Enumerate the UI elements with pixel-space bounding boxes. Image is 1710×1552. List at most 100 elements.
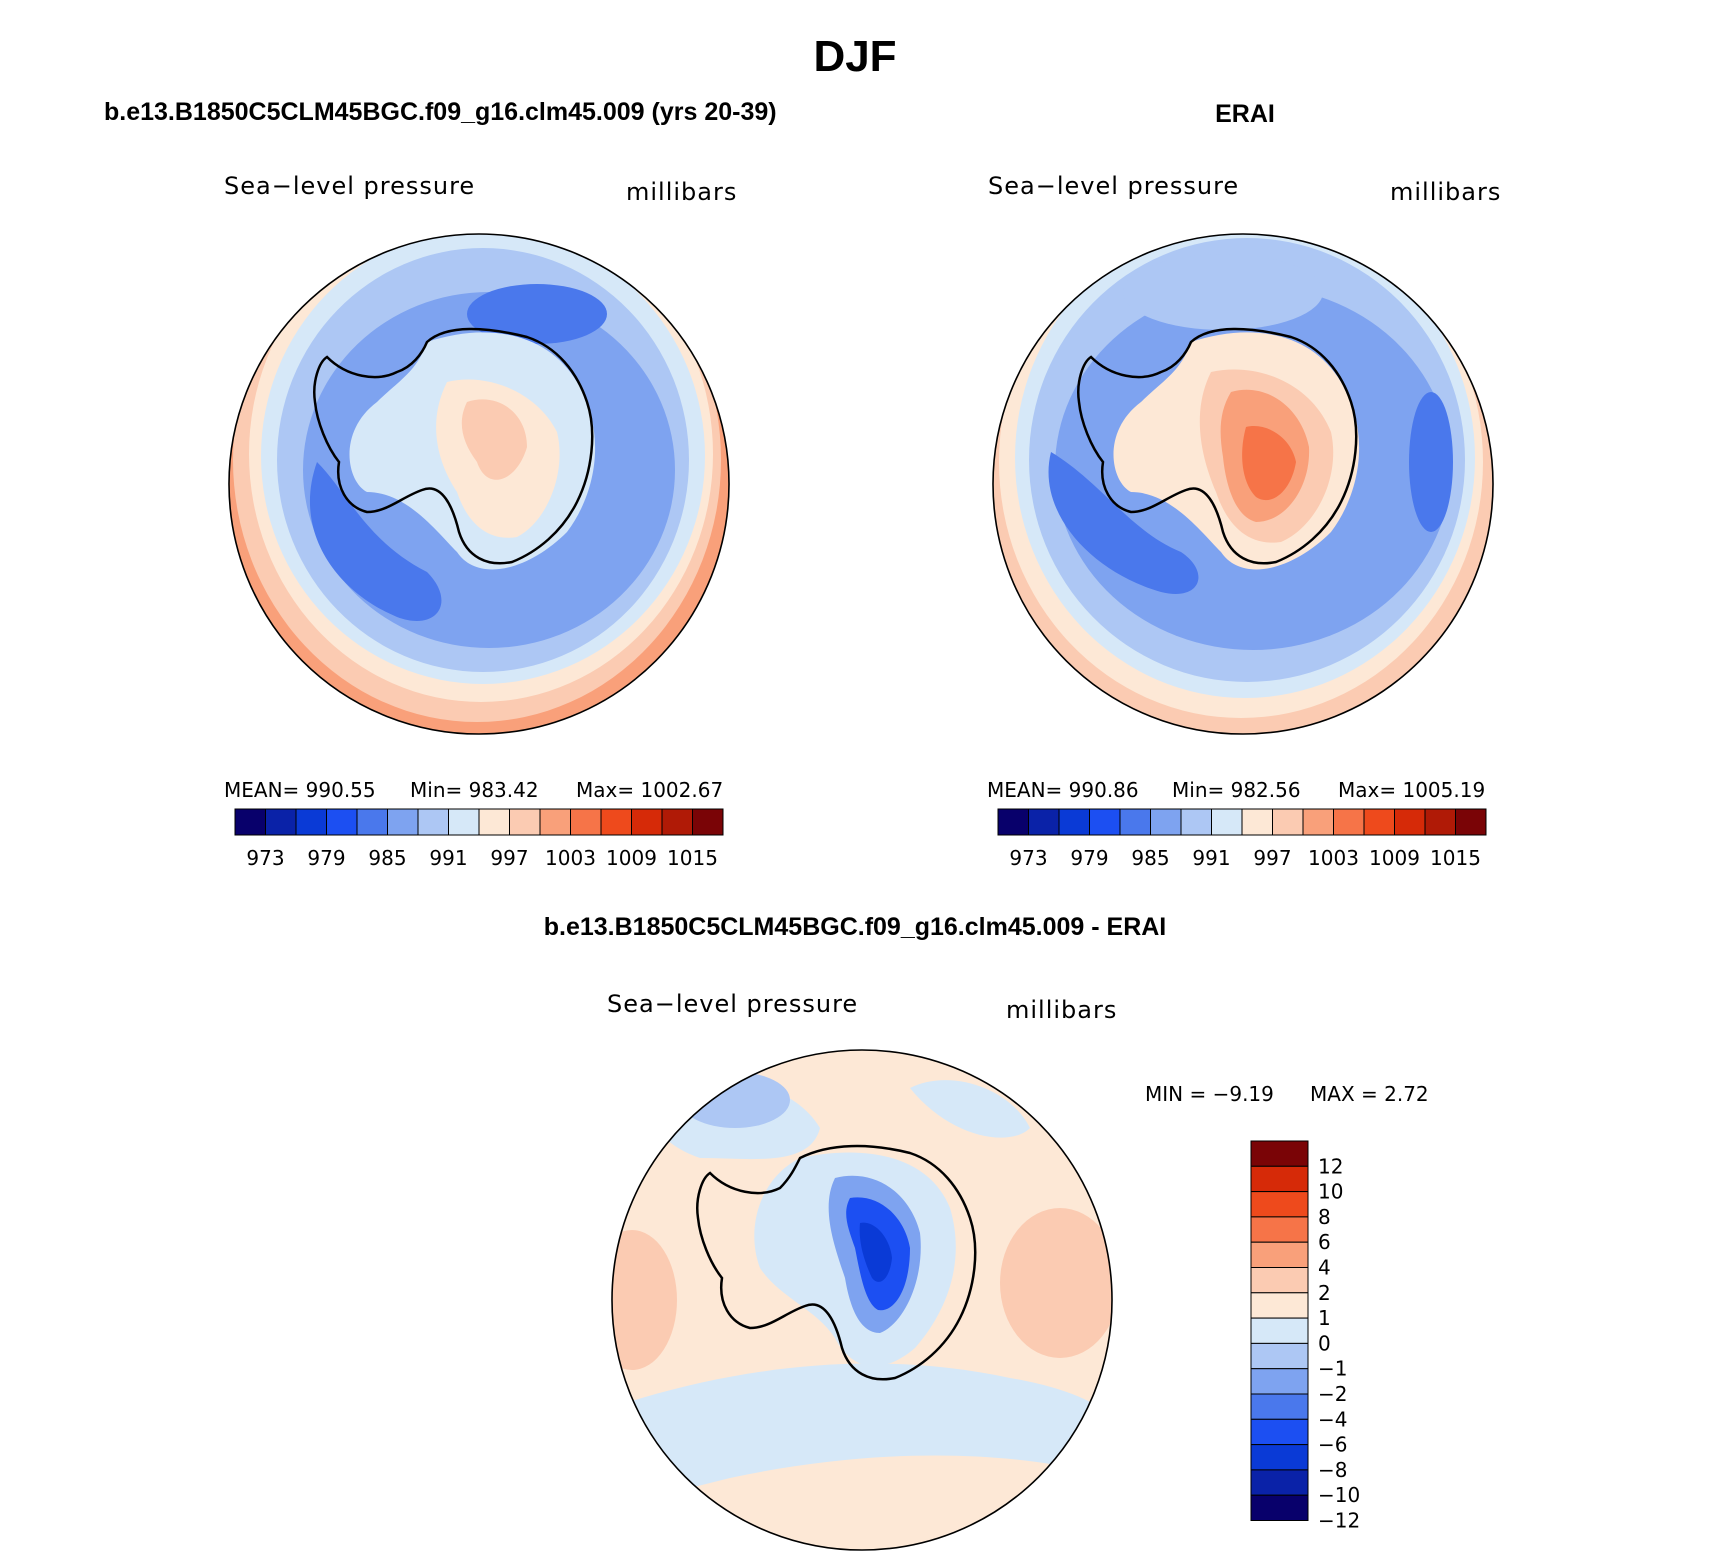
right-map-coastline [1077, 327, 1358, 565]
diff-colorbar-tick-label: −2 [1318, 1382, 1347, 1406]
diff-colorbar-tick-label: −12 [1318, 1509, 1360, 1533]
left-map-plateau-high [461, 399, 527, 480]
right-map-high-1 [1123, 254, 1323, 330]
right-colorbar-swatch [1028, 808, 1060, 836]
left-min-stat: Min= 983.42 [410, 778, 539, 802]
right-colorbar-tick-label: 985 [1131, 846, 1169, 870]
right-colorbar: 973 979 985 991 997 1003 1009 1015 [997, 808, 1487, 870]
right-colorbar-tick-label: 1009 [1369, 846, 1420, 870]
right-min-stat: Min= 982.56 [1172, 778, 1301, 802]
right-colorbar-swatch [1394, 808, 1426, 836]
diff-colorbar-swatch [1250, 1469, 1309, 1496]
diff-colorbar-swatch [1250, 1267, 1309, 1294]
diff-colorbar-tick-label: 2 [1318, 1281, 1331, 1305]
left-colorbar-tick-label: 1003 [545, 846, 596, 870]
diff-colorbar-swatch [1250, 1241, 1309, 1268]
right-map-plateau-peak [1242, 426, 1296, 501]
right-map-border [992, 233, 1494, 735]
diff-max-stat: MAX = 2.72 [1310, 1082, 1429, 1106]
left-colorbar-swatch [295, 808, 327, 836]
left-colorbar: 973 979 985 991 997 1003 1009 1015 [234, 808, 724, 870]
right-colorbar-tick-label: 997 [1253, 846, 1291, 870]
left-colorbar-swatch [509, 808, 541, 836]
diff-polar-map [611, 1049, 1113, 1551]
right-colorbar-tick-label: 1003 [1308, 846, 1359, 870]
left-colorbar-tick-label: 1015 [667, 846, 718, 870]
diff-colorbar-tick-label: 6 [1318, 1230, 1331, 1254]
diff-colorbar-swatch [1250, 1292, 1309, 1319]
diff-colorbar-swatch [1250, 1191, 1309, 1218]
left-colorbar-swatch [539, 808, 571, 836]
left-mean-stat: MEAN= 990.55 [224, 778, 376, 802]
figure-title: DJF [813, 32, 897, 81]
right-mean-stat: MEAN= 990.86 [987, 778, 1139, 802]
left-colorbar-swatch [661, 808, 693, 836]
right-colorbar-swatch [1272, 808, 1304, 836]
right-colorbar-tick-label: 991 [1192, 846, 1230, 870]
diff-min-stat: MIN = −9.19 [1145, 1082, 1274, 1106]
diff-units-label: millibars [1006, 996, 1118, 1024]
left-variable-label: Sea−level pressure [224, 172, 476, 200]
right-colorbar-swatch [997, 808, 1029, 836]
diff-colorbar-swatch [1250, 1494, 1309, 1522]
diff-map-pos-2 [1000, 1208, 1112, 1358]
right-colorbar-tick-label: 973 [1009, 846, 1047, 870]
left-colorbar-tick-label: 979 [307, 846, 345, 870]
left-units-label: millibars [626, 178, 738, 206]
left-colorbar-tick-label: 1009 [606, 846, 657, 870]
diff-colorbar-swatch [1250, 1216, 1309, 1243]
left-map-border [228, 233, 730, 735]
left-map-low-2 [309, 462, 442, 621]
diff-colorbar-swatch [1250, 1393, 1309, 1420]
diff-map-neg-region-2 [910, 1080, 1030, 1138]
right-max-stat: Max= 1005.19 [1338, 778, 1486, 802]
diff-colorbar-swatch [1250, 1444, 1309, 1471]
diff-colorbar-swatch [1250, 1140, 1309, 1167]
diff-colorbar-tick-label: 12 [1318, 1154, 1343, 1178]
diff-colorbar-swatch [1250, 1317, 1309, 1344]
left-max-stat: Max= 1002.67 [576, 778, 724, 802]
right-colorbar-swatch [1150, 808, 1182, 836]
left-polar-map [228, 233, 730, 735]
right-colorbar-swatch [1424, 808, 1456, 836]
right-map-low-1 [1048, 452, 1199, 594]
left-colorbar-tick-label: 991 [429, 846, 467, 870]
diff-map-neg-8 [859, 1222, 892, 1282]
diff-colorbar-swatch [1250, 1368, 1309, 1395]
diff-colorbar-tick-label: −10 [1318, 1483, 1360, 1507]
left-colorbar-swatch [234, 808, 266, 836]
right-colorbar-swatch [1211, 808, 1243, 836]
diff-map-neg-1 [680, 1072, 790, 1128]
left-colorbar-swatch [417, 808, 449, 836]
left-colorbar-tick-label: 997 [490, 846, 528, 870]
left-colorbar-swatch [265, 808, 297, 836]
left-colorbar-swatch [387, 808, 419, 836]
right-colorbar-swatch [1058, 808, 1090, 836]
right-colorbar-swatch [1363, 808, 1395, 836]
right-map-low-2 [1409, 392, 1453, 532]
diff-map-pos-1 [612, 1230, 677, 1370]
diff-colorbar-tick-label: −6 [1318, 1433, 1347, 1457]
diff-colorbar-tick-label: 4 [1318, 1256, 1331, 1280]
left-colorbar-tick-label: 985 [368, 846, 406, 870]
left-colorbar-swatch [631, 808, 663, 836]
diff-colorbar-tick-label: 10 [1318, 1180, 1343, 1204]
diff-colorbar-tick-label: 8 [1318, 1205, 1331, 1229]
right-colorbar-swatch [1455, 808, 1487, 836]
right-colorbar-tick-label: 1015 [1430, 846, 1481, 870]
diff-colorbar-tick-label: 1 [1318, 1306, 1331, 1330]
right-units-label: millibars [1390, 178, 1502, 206]
right-colorbar-swatch [1180, 808, 1212, 836]
diff-colorbar-swatch [1250, 1342, 1309, 1370]
left-map-coastline [313, 327, 594, 565]
panel-diff-title: b.e13.B1850C5CLM45BGC.f09_g16.clm45.009 … [543, 913, 1167, 941]
diff-colorbar-tick-label: −1 [1318, 1357, 1347, 1381]
right-colorbar-tick-label: 979 [1070, 846, 1108, 870]
panel-right-title: ERAI [1215, 100, 1275, 128]
right-variable-label: Sea−level pressure [988, 172, 1240, 200]
diff-map-coastline [696, 1144, 977, 1381]
left-colorbar-tick-label: 973 [246, 846, 284, 870]
diff-colorbar-tick-label: −4 [1318, 1407, 1347, 1431]
left-colorbar-swatch [448, 808, 480, 836]
